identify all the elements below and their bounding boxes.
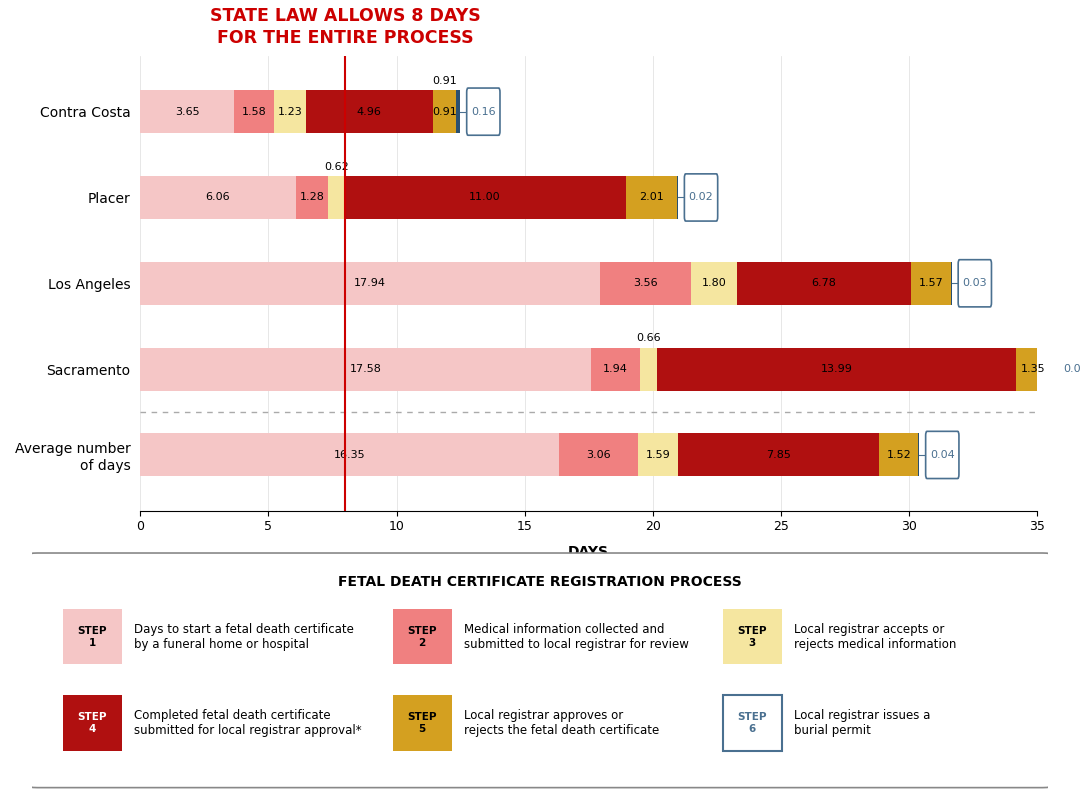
- FancyBboxPatch shape: [393, 695, 451, 750]
- Bar: [328, 176, 345, 219]
- Text: 17.94: 17.94: [354, 279, 387, 288]
- Text: 1.23: 1.23: [278, 107, 302, 117]
- FancyBboxPatch shape: [723, 695, 782, 750]
- Text: 1.28: 1.28: [299, 192, 324, 203]
- Text: 4.96: 4.96: [356, 107, 382, 117]
- Text: 6.78: 6.78: [811, 279, 836, 288]
- Text: 16.35: 16.35: [334, 450, 366, 460]
- Text: STEP
3: STEP 3: [738, 626, 767, 648]
- Bar: [306, 90, 433, 133]
- Bar: [559, 433, 637, 476]
- Text: 3.56: 3.56: [633, 279, 658, 288]
- FancyBboxPatch shape: [467, 88, 500, 135]
- Bar: [140, 90, 234, 133]
- Bar: [345, 176, 626, 219]
- Bar: [738, 262, 910, 305]
- Text: 0.03: 0.03: [962, 279, 987, 288]
- Bar: [637, 433, 678, 476]
- Bar: [910, 262, 951, 305]
- Text: STEP
1: STEP 1: [78, 626, 107, 648]
- Bar: [140, 262, 599, 305]
- Bar: [591, 348, 640, 390]
- FancyBboxPatch shape: [63, 610, 122, 664]
- Text: 2.01: 2.01: [639, 192, 664, 203]
- Bar: [1015, 348, 1050, 390]
- Text: 0.08: 0.08: [1063, 364, 1080, 374]
- Text: 1.57: 1.57: [918, 279, 943, 288]
- Text: STEP
4: STEP 4: [78, 712, 107, 734]
- Text: 0.91: 0.91: [432, 76, 457, 86]
- Text: Local registrar accepts or
rejects medical information: Local registrar accepts or rejects medic…: [794, 622, 956, 651]
- Text: Days to start a fetal death certificate
by a funeral home or hospital: Days to start a fetal death certificate …: [134, 622, 354, 651]
- Text: 1.80: 1.80: [702, 279, 727, 288]
- Bar: [640, 348, 658, 390]
- Text: 7.85: 7.85: [767, 450, 792, 460]
- Bar: [691, 262, 738, 305]
- Bar: [234, 90, 274, 133]
- Text: STEP
2: STEP 2: [407, 626, 437, 648]
- FancyBboxPatch shape: [27, 553, 1053, 788]
- Text: 0.04: 0.04: [930, 450, 955, 460]
- Text: Medical information collected and
submitted to local registrar for review: Medical information collected and submit…: [464, 622, 689, 651]
- Text: 3.65: 3.65: [175, 107, 200, 117]
- Bar: [296, 176, 328, 219]
- Text: STEP
6: STEP 6: [738, 712, 767, 734]
- Text: 0.62: 0.62: [324, 162, 349, 172]
- Text: 6.06: 6.06: [205, 192, 230, 203]
- Text: 1.52: 1.52: [887, 450, 912, 460]
- Text: 13.99: 13.99: [821, 364, 852, 374]
- Text: 11.00: 11.00: [470, 192, 501, 203]
- Text: 0.91: 0.91: [432, 107, 457, 117]
- FancyBboxPatch shape: [63, 695, 122, 750]
- Text: Local registrar issues a
burial permit: Local registrar issues a burial permit: [794, 709, 930, 737]
- Text: 3.06: 3.06: [586, 450, 610, 460]
- Bar: [879, 433, 918, 476]
- Bar: [678, 433, 879, 476]
- Text: Completed fetal death certificate
submitted for local registrar approval*: Completed fetal death certificate submit…: [134, 709, 362, 737]
- Text: 1.59: 1.59: [646, 450, 671, 460]
- Text: STATE LAW ALLOWS 8 DAYS
FOR THE ENTIRE PROCESS: STATE LAW ALLOWS 8 DAYS FOR THE ENTIRE P…: [210, 7, 481, 47]
- FancyBboxPatch shape: [723, 610, 782, 664]
- Text: 0.16: 0.16: [471, 107, 496, 117]
- Text: Local registrar approves or
rejects the fetal death certificate: Local registrar approves or rejects the …: [464, 709, 659, 737]
- FancyBboxPatch shape: [958, 259, 991, 307]
- FancyBboxPatch shape: [1058, 346, 1080, 393]
- Text: STEP
5: STEP 5: [407, 712, 437, 734]
- X-axis label: DAYS: DAYS: [568, 544, 609, 559]
- Bar: [599, 262, 691, 305]
- Text: 1.35: 1.35: [1021, 364, 1045, 374]
- Bar: [433, 90, 456, 133]
- FancyBboxPatch shape: [393, 610, 451, 664]
- Bar: [274, 90, 306, 133]
- Text: 1.58: 1.58: [242, 107, 267, 117]
- Bar: [456, 90, 460, 133]
- FancyBboxPatch shape: [685, 174, 718, 221]
- Bar: [140, 176, 296, 219]
- Bar: [658, 348, 1015, 390]
- Text: FETAL DEATH CERTIFICATE REGISTRATION PROCESS: FETAL DEATH CERTIFICATE REGISTRATION PRO…: [338, 575, 742, 589]
- Text: 1.94: 1.94: [603, 364, 627, 374]
- FancyBboxPatch shape: [926, 432, 959, 479]
- Bar: [626, 176, 677, 219]
- Bar: [1050, 348, 1052, 390]
- Bar: [140, 433, 559, 476]
- Text: 0.66: 0.66: [636, 334, 661, 343]
- Text: 0.02: 0.02: [689, 192, 714, 203]
- Bar: [140, 348, 591, 390]
- Text: 17.58: 17.58: [350, 364, 381, 374]
